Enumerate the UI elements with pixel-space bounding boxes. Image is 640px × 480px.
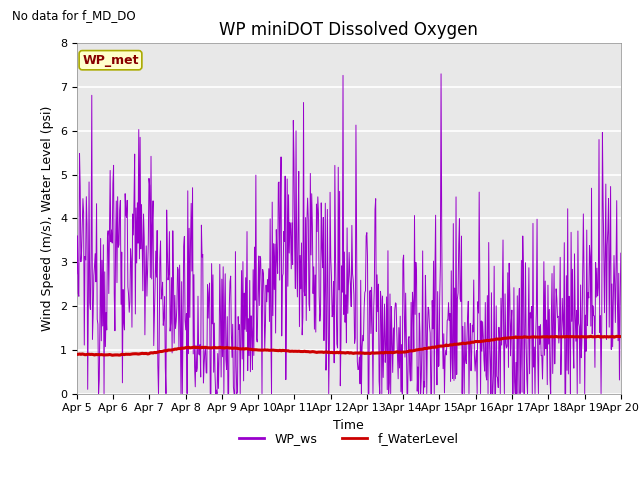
Title: WP miniDOT Dissolved Oxygen: WP miniDOT Dissolved Oxygen <box>220 21 478 39</box>
X-axis label: Time: Time <box>333 419 364 432</box>
Y-axis label: Wind Speed (m/s), Water Level (psi): Wind Speed (m/s), Water Level (psi) <box>42 106 54 331</box>
Text: WP_met: WP_met <box>82 54 139 67</box>
Legend: WP_ws, f_WaterLevel: WP_ws, f_WaterLevel <box>234 427 463 450</box>
Text: No data for f_MD_DO: No data for f_MD_DO <box>12 9 135 22</box>
